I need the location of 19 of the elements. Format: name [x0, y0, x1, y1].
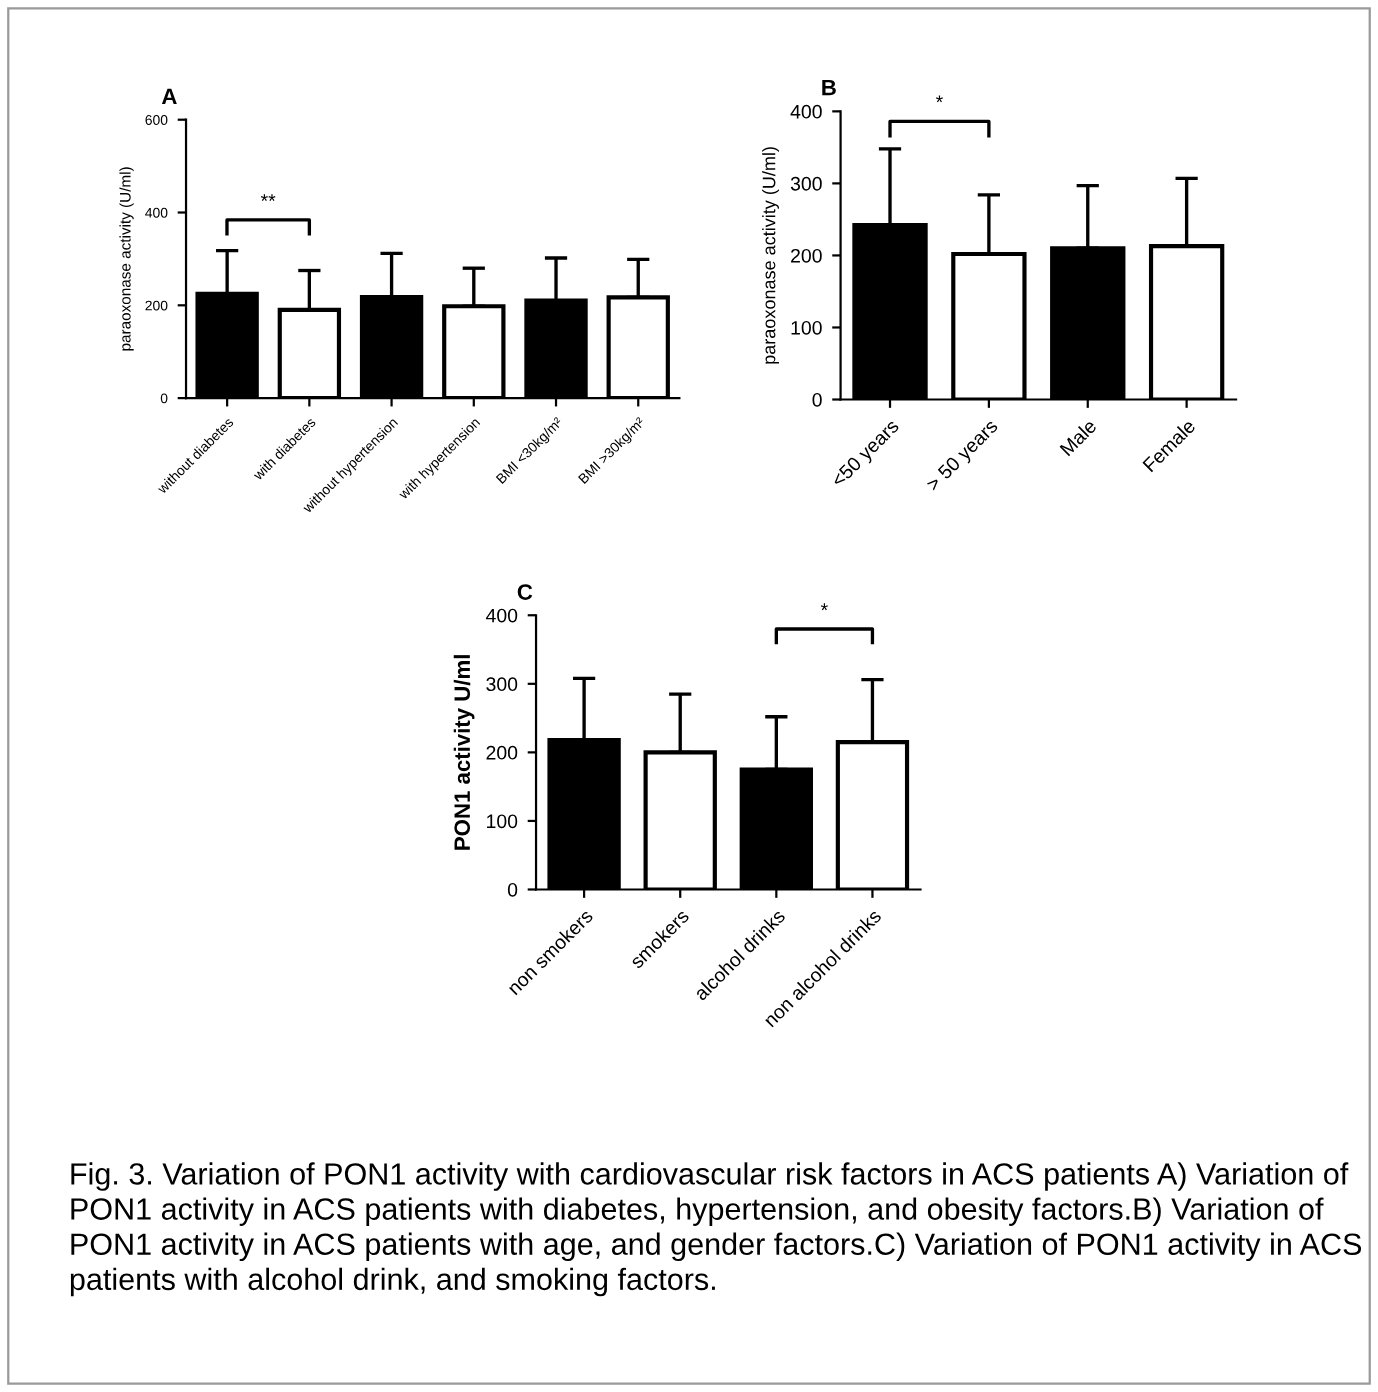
y-axis-title: PON1 activity U/ml: [453, 655, 475, 850]
y-tick-label: 0: [812, 392, 822, 407]
y-tick-label: 200: [791, 248, 822, 263]
y-tick-label: 100: [791, 320, 822, 335]
y-tick-label: 300: [486, 677, 518, 692]
chart-title: A: [161, 88, 177, 104]
text: *: [935, 95, 943, 103]
y-tick-label: 0: [507, 882, 518, 897]
caption: Fig. 3. Variation of PON1 activity with cardiovascular risk factors in ACS patients A) Variation of PON1 activity in ACS patients with diabetes, hypertension, and obesity factors.B) Variation of PON1 activity in ACS patients with age, and gender factors.C) Variation of PON1 activity in ACS patients with alcohol drink, and smoking factors.: [70, 1162, 1362, 1297]
y-tick-label: 200: [486, 745, 518, 760]
annotation: **: [260, 194, 276, 201]
y-axis-title: paraoxonase activity (U/ml): [762, 147, 779, 364]
chart-title: B: [822, 79, 836, 96]
y-tick-label: 400: [485, 608, 518, 623]
chart-title: C: [517, 584, 533, 600]
y-tick-label: 300: [790, 176, 822, 191]
y-tick-label: 400: [790, 104, 822, 119]
text: *: [820, 603, 828, 611]
y-tick-label: 100: [487, 814, 518, 829]
